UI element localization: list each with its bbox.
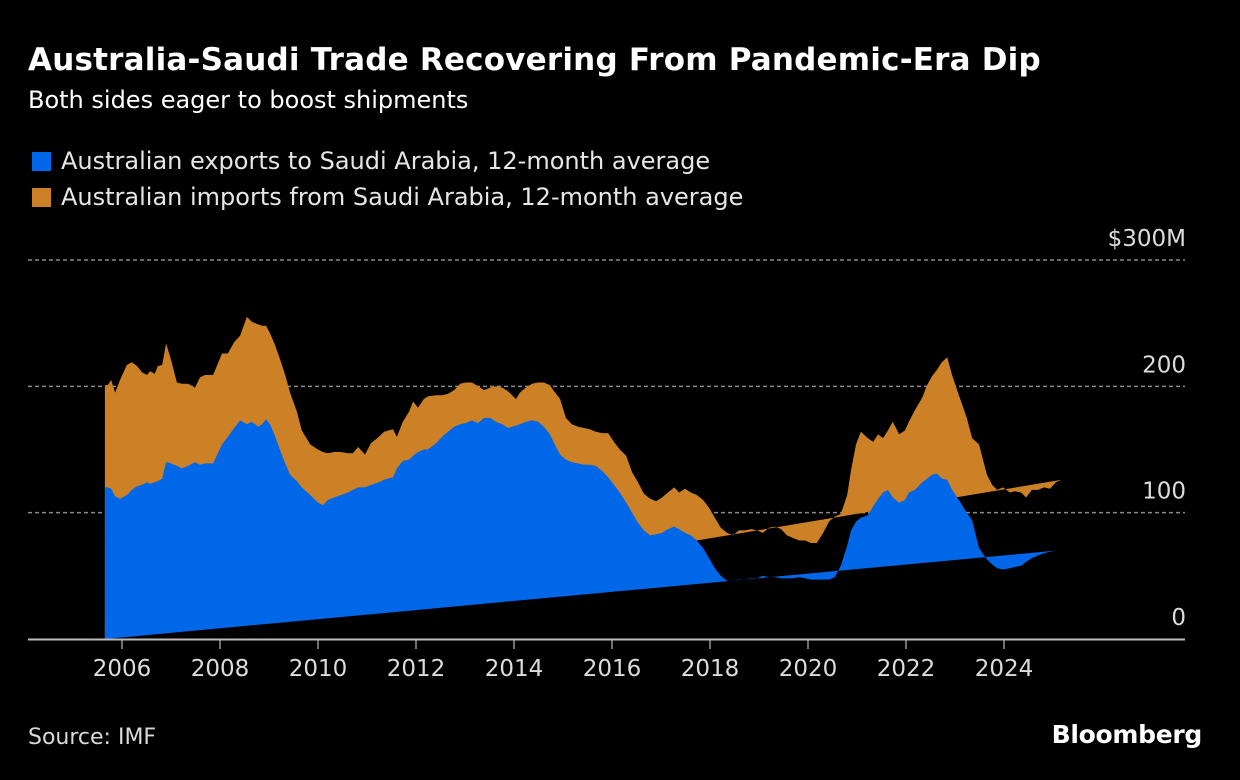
x-tick-label-2006: 2006 (93, 656, 152, 682)
y-tick-label-300: $300M (1108, 226, 1186, 252)
x-tick-label-2024: 2024 (975, 656, 1034, 682)
legend-label-imports: Australian imports from Saudi Arabia, 12… (61, 183, 744, 211)
x-axis-ticks: 2006 2008 2010 2012 2014 2016 2018 2020 2022 2024 (93, 640, 1034, 682)
legend: Australian exports to Saudi Arabia, 12-m… (32, 143, 743, 215)
y-tick-label-100: 100 (1142, 479, 1186, 505)
chart-subtitle: Both sides eager to boost shipments (28, 86, 469, 114)
x-tick-label-2016: 2016 (583, 656, 642, 682)
legend-item-imports: Australian imports from Saudi Arabia, 12… (32, 179, 743, 215)
bloomberg-logo: Bloomberg (1051, 720, 1203, 749)
y-tick-label-0: 0 (1171, 605, 1186, 631)
legend-swatch-imports (32, 187, 51, 207)
stacked-areas (104, 316, 1062, 639)
x-tick-label-2018: 2018 (681, 656, 740, 682)
x-tick-label-2022: 2022 (877, 656, 936, 682)
area-exports (104, 417, 1056, 639)
chart-title: Australia-Saudi Trade Recovering From Pa… (28, 42, 1041, 78)
x-tick-label-2012: 2012 (387, 656, 446, 682)
legend-item-exports: Australian exports to Saudi Arabia, 12-m… (32, 143, 743, 179)
y-axis-ticks: $300M 200 100 0 (1108, 226, 1186, 631)
legend-swatch-exports (32, 151, 51, 171)
x-tick-label-2010: 2010 (289, 656, 348, 682)
x-tick-label-2008: 2008 (191, 656, 250, 682)
x-tick-label-2020: 2020 (779, 656, 838, 682)
legend-label-exports: Australian exports to Saudi Arabia, 12-m… (61, 147, 711, 175)
source-note: Source: IMF (28, 725, 157, 750)
y-tick-label-200: 200 (1142, 352, 1186, 378)
x-tick-label-2014: 2014 (485, 656, 544, 682)
